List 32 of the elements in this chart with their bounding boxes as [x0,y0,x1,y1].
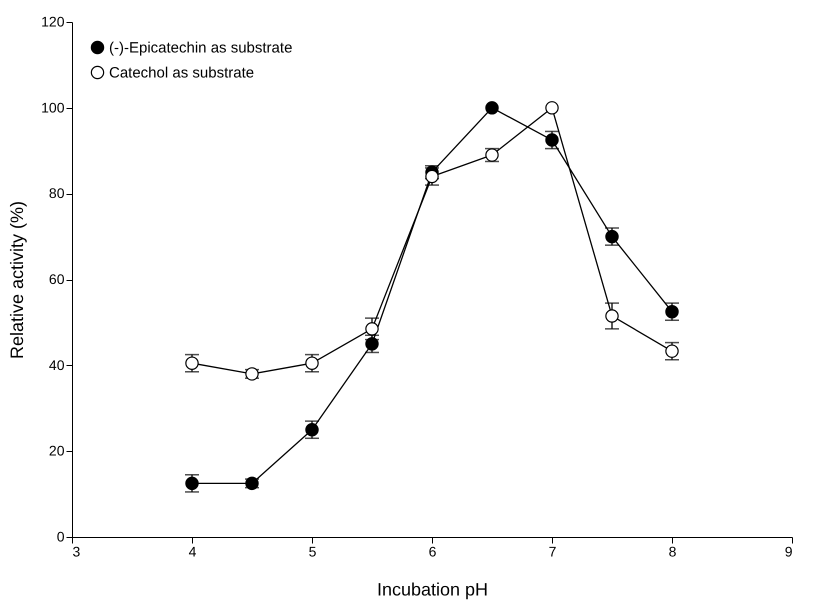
x-tick-label: 4 [188,544,197,560]
point [605,309,619,323]
legend-label: Catechol as substrate [109,64,254,82]
y-tick-label: 120 [41,14,65,30]
y-tick-label: 60 [48,271,65,287]
point [605,230,619,244]
legend-label: (-)-Epicatechin as substrate [109,40,292,56]
point [545,101,559,115]
point [545,133,559,147]
point [365,322,379,336]
point [665,304,679,318]
y-tick-label: 0 [56,528,65,544]
x-tick-label: 7 [548,544,557,560]
y-axis-title: Relative activity (%) [7,200,28,360]
x-tick-label: 8 [668,544,677,560]
point [185,476,199,490]
x-tick-label: 6 [428,544,437,560]
point [425,170,439,184]
point [305,422,319,436]
x-tick-label: 9 [784,544,793,560]
y-tick-label: 40 [48,356,65,373]
point [485,101,499,115]
y-tick-label: 20 [48,442,65,459]
point [365,337,379,351]
y-tick-label: 80 [48,185,65,202]
x-tick-label: 3 [72,544,80,560]
x-axis-title: Incubation pH [376,580,488,600]
point [665,344,679,358]
y-tick-label: 100 [41,99,65,116]
x-tick-label: 5 [308,544,317,560]
point [305,356,319,370]
point [185,356,199,370]
